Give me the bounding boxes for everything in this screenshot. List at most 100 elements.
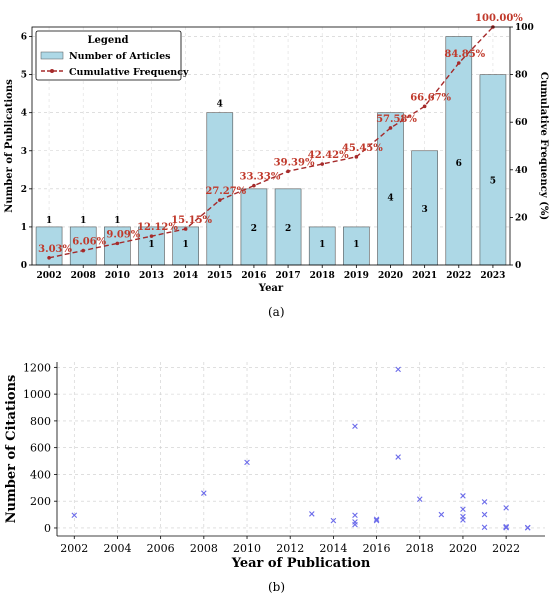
scatter-point-1 (201, 490, 207, 496)
legend-label-line: Cumulative Frequency (69, 67, 189, 78)
cumulative-line (48, 26, 494, 259)
x-tick-label: 2002 (60, 542, 88, 555)
x-tick-label: 2017 (276, 271, 301, 281)
x-tick-label: 2020 (378, 271, 403, 281)
marker-stroke (416, 496, 423, 502)
scatter-point-14 (438, 511, 445, 518)
chart-a-caption: (a) (268, 305, 285, 319)
marker-stroke (244, 459, 250, 466)
bar-label: 2 (285, 224, 291, 234)
chart-b-caption: (b) (268, 580, 286, 594)
marker-stroke (309, 511, 315, 517)
scatter-point-16 (460, 506, 466, 513)
x-tick-label: 2014 (319, 542, 347, 555)
scatter-point-19 (481, 499, 488, 505)
bar-label: 1 (46, 216, 52, 226)
bar-2015 (206, 112, 234, 266)
legend-swatch-marker (50, 69, 54, 73)
y-tick-label: 3 (21, 147, 27, 157)
y-tick-label: 2 (21, 185, 27, 195)
line-point-2016 (252, 183, 256, 188)
bar-2020 (377, 112, 404, 266)
x-tick-label: 2002 (37, 271, 62, 281)
line-label: 100.00% (475, 13, 523, 24)
line-label: 15.15% (171, 215, 212, 226)
marker-stroke (71, 512, 78, 519)
scatter-point-2 (244, 459, 250, 466)
y-axis-label: Number of Citations (4, 375, 19, 524)
x-tick-label: 2015 (207, 271, 232, 281)
line-label: 42.42% (308, 150, 349, 161)
marker-stroke (395, 454, 401, 460)
y-tick-label: 600 (30, 442, 51, 455)
y2-tick-label: 40 (515, 166, 528, 176)
y2-tick-label: 0 (515, 261, 521, 271)
marker-stroke (524, 525, 531, 531)
x-tick-label: 2023 (480, 271, 505, 281)
bar-2016 (240, 188, 268, 266)
x-tick-label: 2016 (363, 542, 391, 555)
line-label: 66.67% (410, 92, 451, 103)
x-axis-label: Year of Publication (231, 556, 371, 571)
line-label: 33.33% (240, 172, 281, 183)
y2-tick-label: 80 (515, 71, 528, 81)
bar-label: 1 (183, 240, 189, 250)
line-label: 12.12% (137, 222, 178, 233)
marker-stroke (373, 517, 380, 524)
bar-2014 (172, 226, 199, 266)
y2-axis-label: Cumulative Frequency (%) (538, 72, 549, 220)
chart-b: 0 200 400 600 800 1000 1200 2002 2004 2006 2008 201… (4, 361, 545, 571)
scatter-point-11 (395, 366, 401, 373)
y-tick-label: 400 (30, 468, 51, 481)
scatter-point-5 (352, 423, 358, 430)
bar-2023 (479, 74, 507, 266)
x-tick-label: 2021 (412, 271, 437, 281)
line-label: 45.45% (342, 143, 383, 154)
line-point-2018 (320, 162, 325, 166)
y2-tick-label: 100 (515, 23, 534, 33)
scatter-point-0 (71, 512, 78, 519)
y-tick-label: 200 (30, 495, 51, 508)
bar-2010 (104, 226, 131, 266)
y-tick-label: 800 (30, 415, 51, 428)
marker-stroke (481, 511, 488, 518)
y2-tick-label: 60 (515, 118, 528, 128)
bar-label: 3 (422, 205, 428, 215)
y-tick-label: 6 (21, 33, 27, 43)
y-axis-label: Number of Publications (4, 79, 15, 213)
plot-frame (31, 26, 511, 266)
line-point-2015 (217, 198, 222, 202)
bar-2018 (308, 226, 336, 266)
x-tick-label: 2004 (103, 542, 131, 555)
bar-2022 (445, 36, 473, 266)
line-label: 39.39% (274, 157, 315, 168)
bar-label: 1 (353, 240, 359, 250)
scatter-point-10 (373, 517, 380, 524)
marker-stroke (503, 524, 509, 531)
line-label: 84.85% (444, 49, 485, 60)
scatter-point-25 (503, 524, 509, 531)
x-tick-label: 2010 (105, 271, 130, 281)
x-tick-label: 2018 (406, 542, 434, 555)
line-point-2010 (115, 241, 120, 246)
x-tick-label: 2014 (173, 271, 198, 281)
x-tick-label: 2008 (71, 271, 96, 281)
line-label: 3.03% (38, 244, 72, 255)
y-tick-label: 0 (21, 261, 27, 271)
marker-stroke (352, 423, 358, 430)
y-tick-label: 1000 (23, 388, 51, 401)
bar-2019 (343, 226, 370, 266)
marker-stroke (460, 506, 466, 513)
x-tick-label: 2012 (276, 542, 304, 555)
line-point-2020 (388, 126, 393, 130)
marker-stroke (201, 490, 207, 496)
bar-2013 (138, 226, 165, 266)
scatter-point-6 (352, 512, 358, 519)
scatter-point-13 (416, 496, 423, 502)
y-tick-label: 4 (21, 109, 27, 119)
chart-a: 1 1 1 1 1 4 2 2 1 1 4 3 6 5 3.03%6.06%9.09%12.12%15.15… (4, 13, 549, 294)
marker-stroke (373, 516, 380, 523)
x-tick-label: 2020 (449, 542, 477, 555)
bar-label: 4 (217, 100, 223, 110)
bar-label: 1 (114, 216, 120, 226)
